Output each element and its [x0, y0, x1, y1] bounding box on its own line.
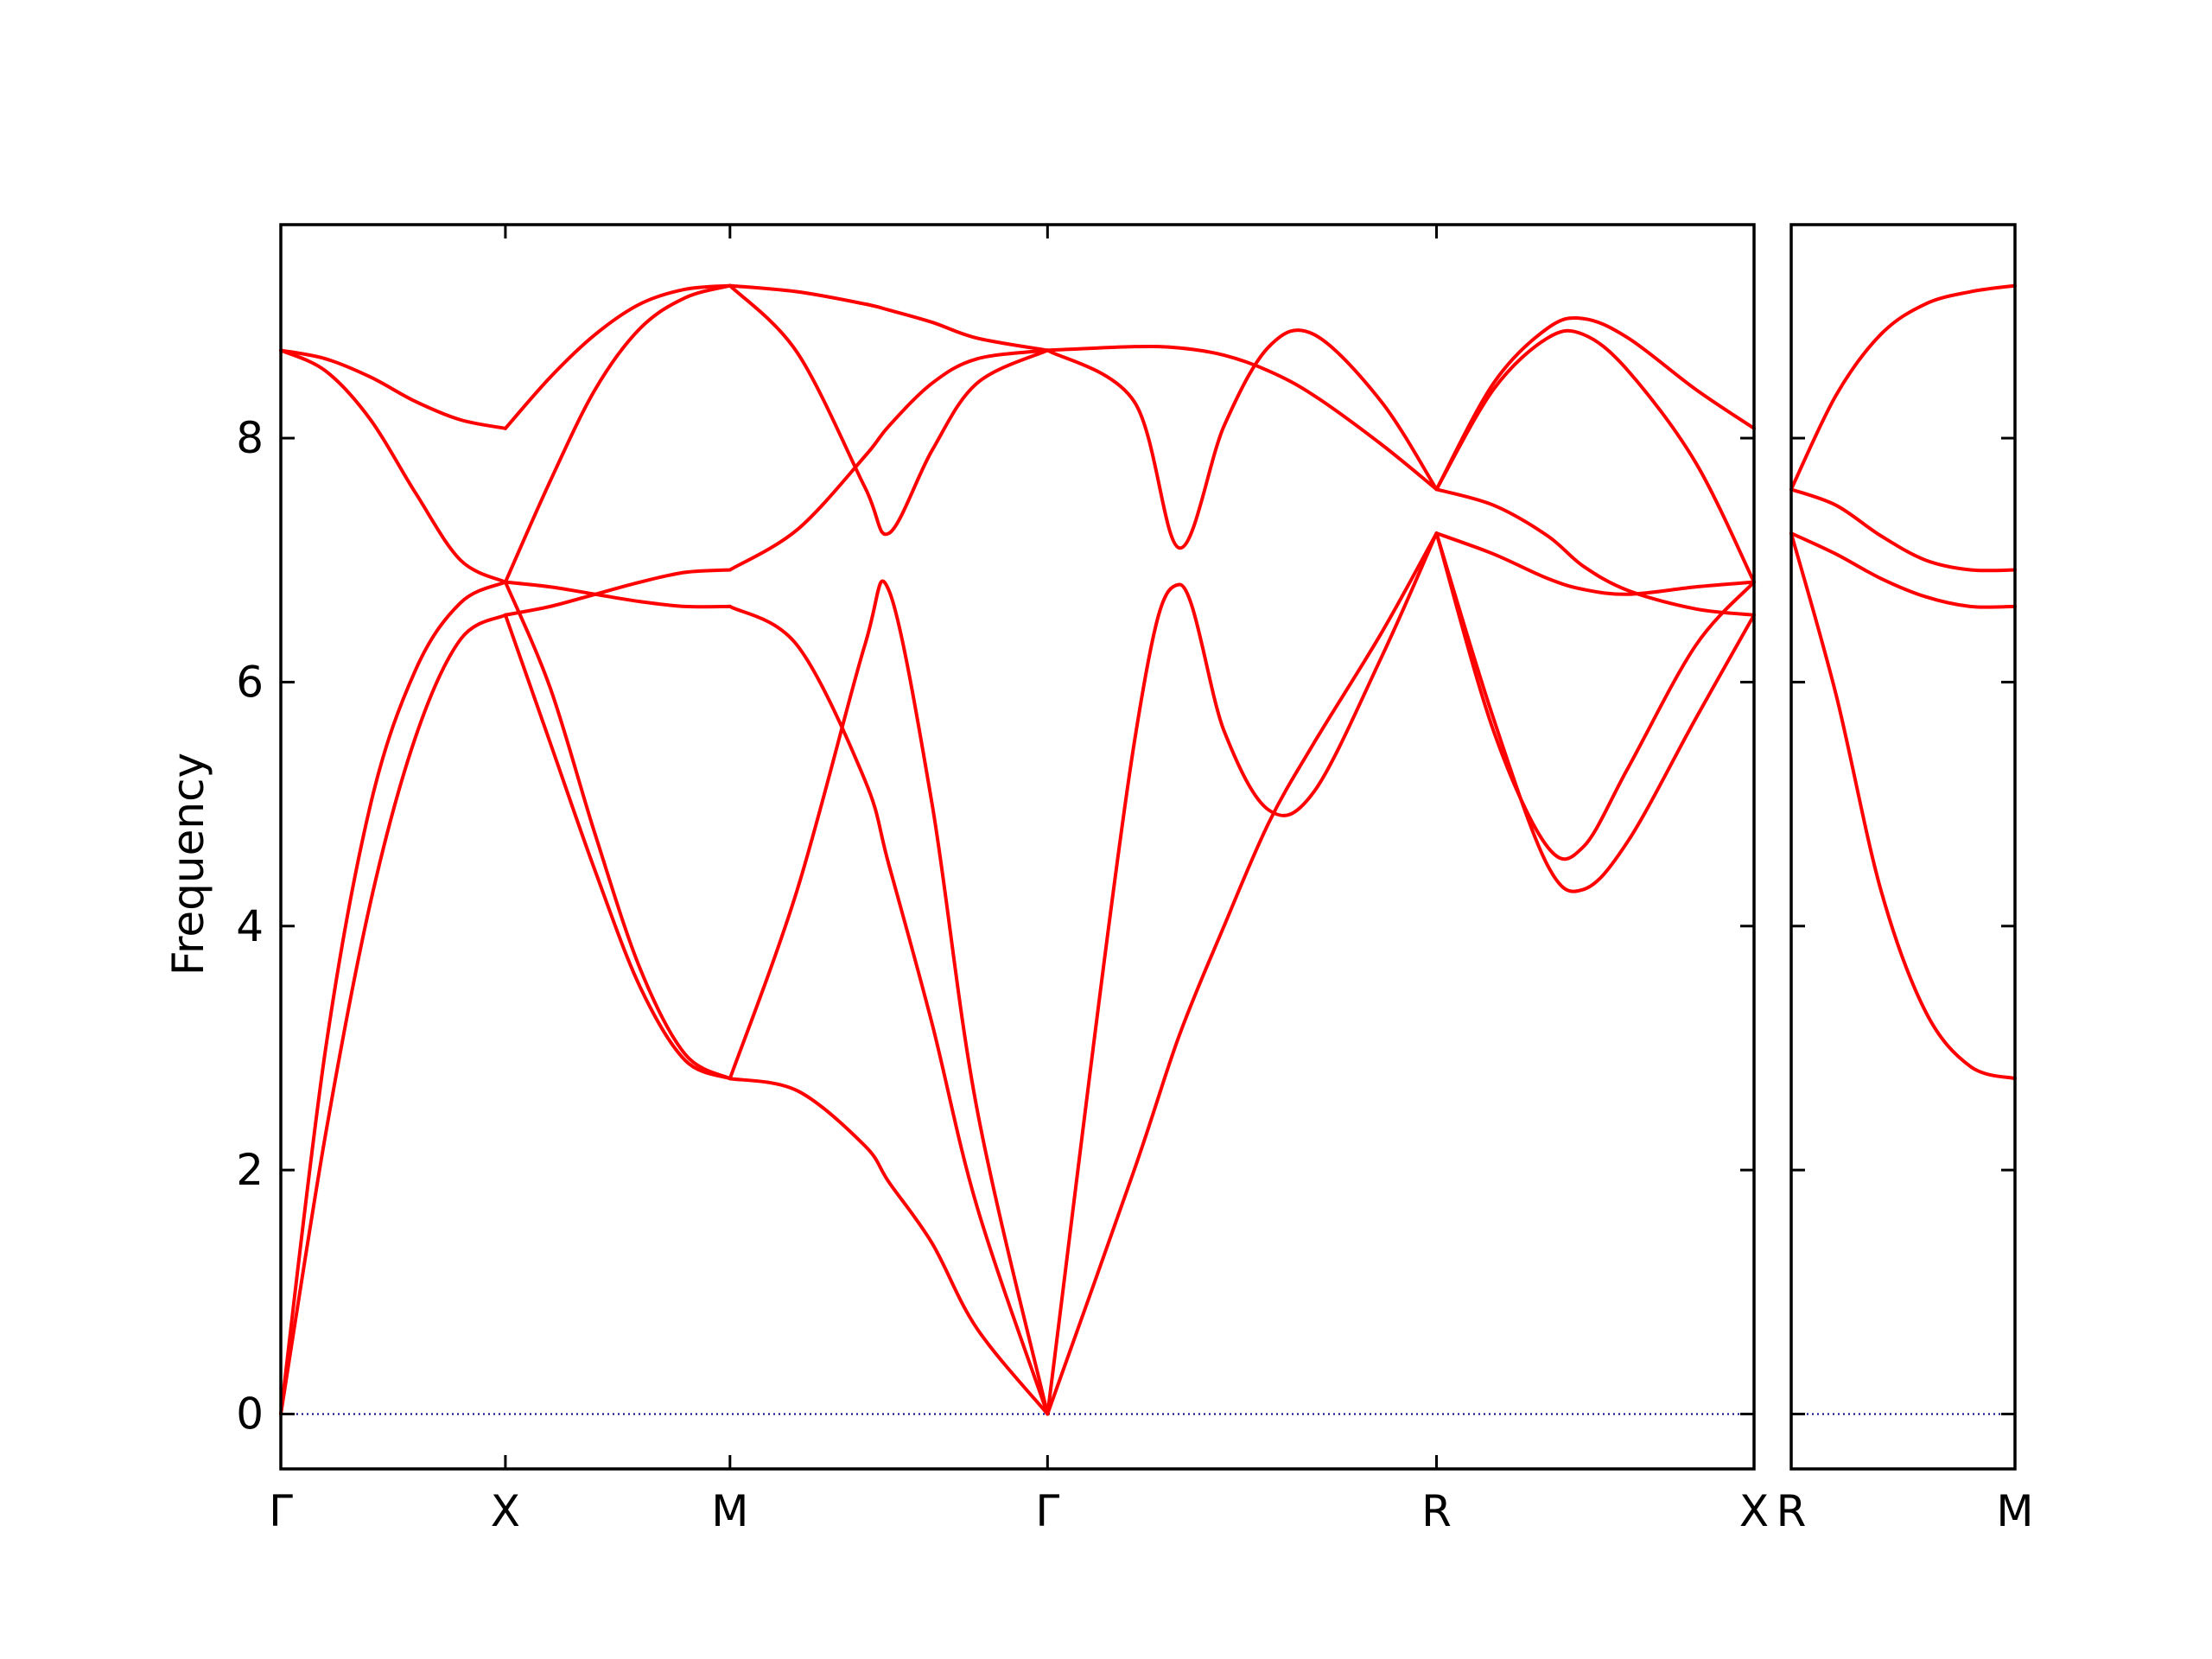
band-line-Γ-X-0 — [279, 613, 507, 1416]
band-line-X-M-4 — [503, 283, 732, 584]
band-line-R-M-3 — [1789, 531, 2017, 1081]
band-line-Γ-R-3 — [1046, 328, 1439, 550]
band-line-Γ-X-2 — [279, 348, 507, 584]
x-tick-label-Γ: Γ — [269, 1486, 293, 1536]
band-line-X-M-5 — [503, 283, 732, 430]
y-tick-label: 0 — [236, 1389, 264, 1439]
axes-frame — [279, 223, 1756, 1471]
y-tick-label: 2 — [236, 1145, 264, 1195]
band-line-M-Γ-4 — [728, 283, 1050, 537]
band-line-Γ-R-1 — [1046, 531, 1439, 1416]
band-line-R-M-1 — [1789, 487, 2017, 573]
x-tick-label-X: X — [1739, 1486, 1769, 1536]
band-line-M-Γ-5 — [728, 283, 1050, 353]
band-line-Γ-R-0 — [1046, 531, 1439, 1416]
band-line-Γ-R-2 — [1046, 344, 1439, 492]
band-line-R-X-5 — [1434, 328, 1756, 584]
y-tick-label: 4 — [236, 901, 264, 951]
x-tick-label-R: R — [1421, 1486, 1452, 1536]
band-line-M-Γ-3 — [728, 348, 1050, 572]
band-line-R-X-2 — [1434, 531, 1756, 596]
x-tick-label-M: M — [711, 1486, 748, 1536]
band-line-X-M-1 — [503, 580, 732, 1081]
main-panel: 0 2 4 6 8 Γ X M Γ R X — [236, 223, 1769, 1536]
band-line-X-M-3 — [503, 580, 732, 609]
band-line-X-M-2 — [503, 568, 732, 617]
band-line-R-X-0 — [1434, 531, 1756, 893]
band-line-X-M-0 — [503, 613, 732, 1081]
band-line-R-M-0 — [1789, 283, 2017, 492]
band-line-R-X-4 — [1434, 315, 1756, 492]
y-tick-label: 8 — [236, 413, 264, 463]
y-tick-label: 6 — [236, 657, 264, 707]
band-line-M-Γ-0 — [728, 1077, 1050, 1416]
x-tick-label-X: X — [491, 1486, 520, 1536]
axes-frame — [1789, 223, 2017, 1471]
band-line-M-Γ-1 — [728, 579, 1050, 1416]
x-tick-label-M: M — [1996, 1486, 2033, 1536]
band-line-R-X-1 — [1434, 531, 1756, 861]
band-line-R-M-2 — [1789, 531, 2017, 609]
band-line-M-Γ-2 — [728, 604, 1050, 1416]
band-line-Γ-X-3 — [279, 348, 507, 430]
band-line-R-X-3 — [1434, 487, 1756, 617]
y-axis-label: Frequency — [163, 753, 213, 976]
band-line-Γ-X-1 — [279, 580, 507, 1416]
x-tick-label-Γ: Γ — [1035, 1486, 1059, 1536]
x-tick-label-R: R — [1777, 1486, 1807, 1536]
